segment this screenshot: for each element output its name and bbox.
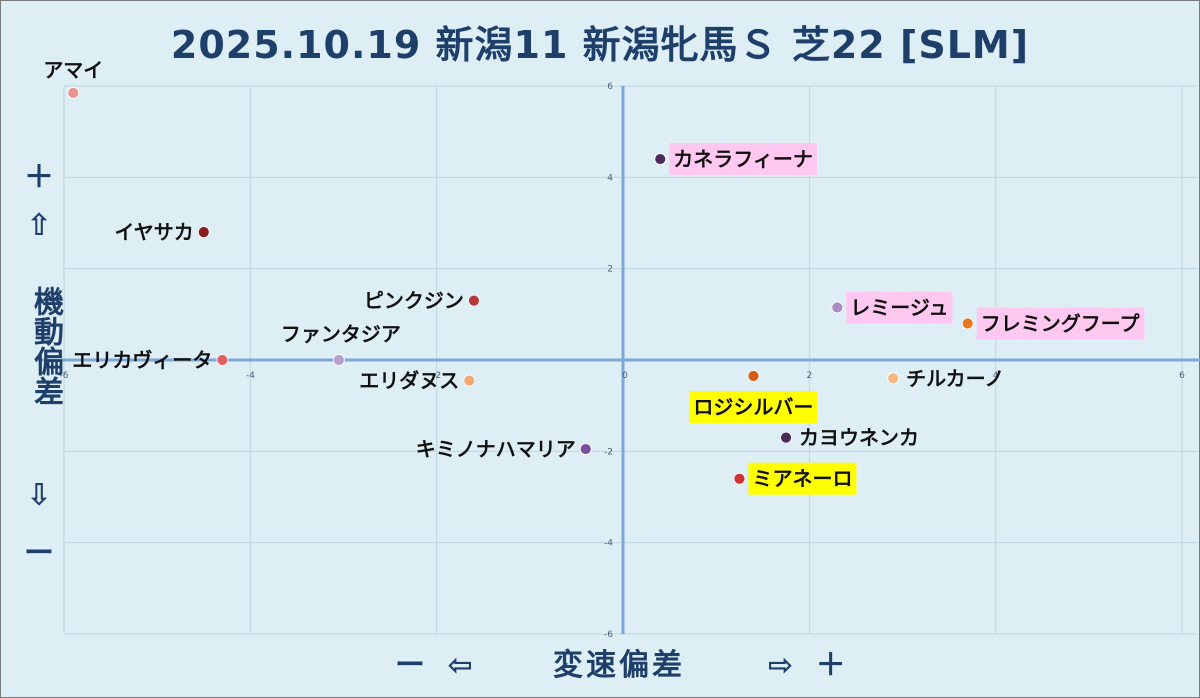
x-tick-label: 4 <box>993 371 999 381</box>
y-axis-up-arrow: ⇧ <box>26 208 52 243</box>
y-axis-down-arrow: ⇩ <box>26 478 52 513</box>
data-point <box>733 472 746 485</box>
data-point <box>887 372 900 385</box>
data-point-label: ピンクジン <box>364 289 464 313</box>
x-axis-label: 変速偏差 <box>553 648 685 683</box>
x-tick-label: 2 <box>806 371 812 381</box>
data-point <box>216 354 229 366</box>
data-point <box>468 294 480 307</box>
label-highlight <box>669 143 817 176</box>
data-point <box>579 443 592 455</box>
data-point <box>332 354 345 366</box>
x-tick-label: -6 <box>60 371 69 381</box>
data-point-label: ロジシルバー <box>693 395 813 419</box>
y-tick-label: -4 <box>604 539 613 549</box>
y-tick-label: -6 <box>604 630 613 640</box>
x-tick-label: 6 <box>1179 371 1185 381</box>
data-point <box>463 374 476 387</box>
data-point-label: エリカヴィータ <box>72 348 212 372</box>
label-highlight <box>846 291 953 324</box>
y-tick-label: 2 <box>607 265 613 275</box>
data-point-label: カヨウネンカ <box>799 426 919 450</box>
data-point-label: レミージュ <box>850 295 948 319</box>
y-tick-label: -2 <box>604 447 613 457</box>
chart-title: 2025.10.19 新潟11 新潟牝馬Ｓ 芝22 [SLM] <box>170 23 1030 67</box>
data-point <box>831 301 844 314</box>
x-tick-label: -4 <box>246 371 255 381</box>
data-point <box>780 431 792 444</box>
data-point-label: イヤサカ <box>114 220 193 244</box>
label-highlight <box>748 462 857 495</box>
data-point <box>654 153 667 165</box>
y-axis-plus-sign: ＋ <box>24 160 54 195</box>
label-highlight <box>689 390 818 423</box>
y-axis-label: 機動偏差 <box>28 286 63 406</box>
data-point-label: チルカーノ <box>906 366 1004 390</box>
x-tick-label: -2 <box>432 371 441 381</box>
data-point <box>197 226 210 239</box>
data-point-label: アマイ <box>43 58 103 82</box>
data-point <box>961 317 974 330</box>
y-tick-label: 6 <box>607 82 613 92</box>
data-point-label: フレミングフープ <box>981 311 1141 335</box>
data-point <box>67 86 80 99</box>
label-highlight <box>976 307 1145 340</box>
data-point-label: カネラフィーナ <box>673 147 813 171</box>
data-point-label: ミアネーロ <box>752 467 852 491</box>
x-axis-plus-side: ⇨ ＋ <box>768 648 846 683</box>
y-tick-label: 4 <box>607 173 613 183</box>
data-point-label: ファンタジア <box>281 322 401 346</box>
y-axis-minus-sign: ー <box>24 536 54 571</box>
data-point-label: エリダヌス <box>359 369 459 393</box>
data-point <box>747 370 760 382</box>
x-tick-label: 0 <box>622 371 628 381</box>
data-point-label: キミノナハマリア <box>416 437 576 461</box>
x-axis-minus-side: ー ⇦ <box>395 648 473 683</box>
